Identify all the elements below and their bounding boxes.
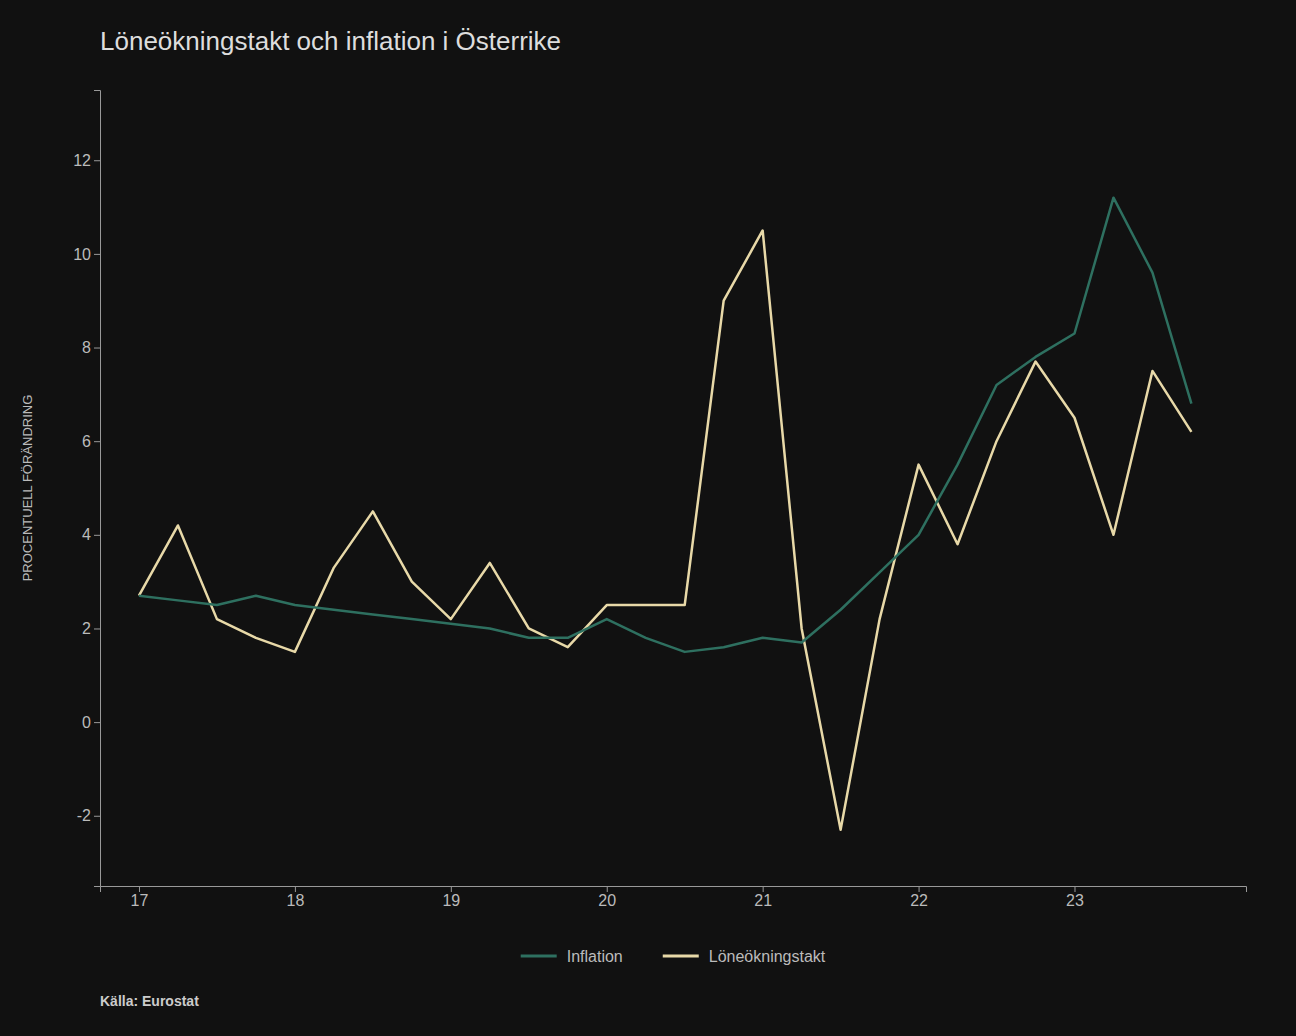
y-tick-label: 8 <box>82 339 91 356</box>
legend-item: Löneökningstakt <box>663 948 826 965</box>
y-tick-mark <box>94 160 100 161</box>
x-tick-label: 20 <box>598 892 616 909</box>
legend: Inflation Löneökningstakt <box>521 948 826 965</box>
x-axis-line <box>101 887 1247 893</box>
y-axis: -2 0 2 4 6 8 10 12 <box>73 91 100 887</box>
legend-item: Inflation <box>521 948 623 965</box>
y-tick: 4 <box>82 526 100 543</box>
y-tick: 6 <box>82 433 100 450</box>
y-tick: 8 <box>82 339 100 356</box>
y-tick-mark <box>94 348 100 349</box>
lines <box>139 198 1191 830</box>
x-tick-mark <box>607 886 608 892</box>
title: Löneökningstakt och inflation i Österrik… <box>100 26 561 56</box>
plot-area: 17 18 19 20 21 22 23 -2 0 2 4 6 8 10 12 <box>73 91 1246 910</box>
x-tick-label: 19 <box>442 892 460 909</box>
y-tick-mark <box>94 441 100 442</box>
x-tick-label: 17 <box>131 892 149 909</box>
y-tick-label: 6 <box>82 433 91 450</box>
y-tick-label: 0 <box>82 714 91 731</box>
y-tick-mark <box>94 628 100 629</box>
y-tick-label: 12 <box>73 152 91 169</box>
y-tick: 0 <box>82 714 100 731</box>
series-line <box>139 198 1191 652</box>
x-tick: 17 <box>131 886 149 909</box>
y-tick: 12 <box>73 152 100 169</box>
x-tick: 21 <box>754 886 772 909</box>
y-axis-line <box>94 91 101 887</box>
y-axis-title: PROCENTUELL FÖRÄNDRING <box>20 395 35 582</box>
x-tick-mark <box>295 886 296 892</box>
x-tick-label: 23 <box>1066 892 1084 909</box>
x-tick: 20 <box>598 886 616 909</box>
legend-swatch <box>521 955 557 958</box>
x-tick-mark <box>1074 886 1075 892</box>
x-tick-label: 22 <box>910 892 928 909</box>
legend-label: Löneökningstakt <box>709 948 826 965</box>
y-tick-label: -2 <box>77 807 91 824</box>
x-tick: 19 <box>442 886 460 909</box>
y-tick-mark <box>94 254 100 255</box>
x-tick-mark <box>451 886 452 892</box>
y-tick: 2 <box>82 620 100 637</box>
x-tick-mark <box>763 886 764 892</box>
y-tick-label: 4 <box>82 526 91 543</box>
legend-label: Inflation <box>567 948 623 965</box>
chart: 17 18 19 20 21 22 23 -2 0 2 4 6 8 10 12 Löneökningstakt… <box>0 0 1296 1036</box>
x-tick-label: 21 <box>754 892 772 909</box>
x-tick: 22 <box>910 886 928 909</box>
y-tick-mark <box>94 722 100 723</box>
x-tick: 23 <box>1066 886 1084 909</box>
y-tick: -2 <box>77 807 100 824</box>
y-tick-label: 10 <box>73 246 91 263</box>
y-tick: 10 <box>73 246 100 263</box>
legend-swatch <box>663 955 699 958</box>
x-tick-mark <box>919 886 920 892</box>
x-tick-label: 18 <box>286 892 304 909</box>
x-axis: 17 18 19 20 21 22 23 <box>101 886 1247 909</box>
series-line <box>139 230 1191 829</box>
x-tick-mark <box>139 886 140 892</box>
source: Källa: Eurostat <box>100 993 199 1009</box>
y-tick-label: 2 <box>82 620 91 637</box>
y-tick-mark <box>94 535 100 536</box>
x-tick: 18 <box>286 886 304 909</box>
y-tick-mark <box>94 816 100 817</box>
